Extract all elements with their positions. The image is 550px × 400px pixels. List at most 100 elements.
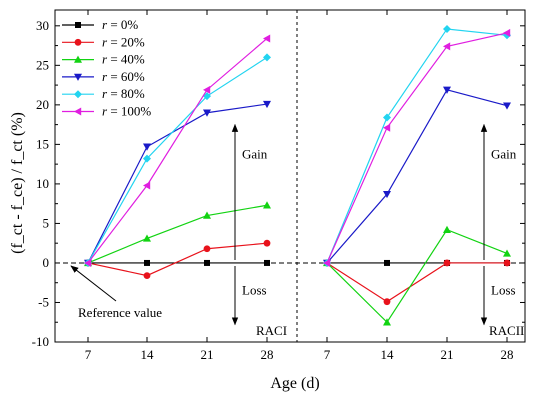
y-axis: -10 -5 0 5 10 15 20 25 30 (32, 18, 525, 349)
legend: r = 0% r = 20% r = 40% r = 60% r = 80% r = 10… (62, 17, 151, 119)
series-raci-60pct (84, 100, 271, 267)
data-point (263, 239, 271, 247)
y-tick-label: -5 (38, 294, 49, 309)
data-point (443, 259, 451, 267)
series-line (87, 38, 268, 264)
y-tick-label: 10 (36, 176, 49, 191)
data-point (264, 259, 270, 266)
data-point (443, 24, 451, 33)
x-tick-label: 21 (441, 347, 454, 362)
series-line (87, 204, 268, 264)
reference-arrow (70, 265, 117, 302)
annotation-loss: Loss (242, 283, 267, 298)
data-point (143, 154, 151, 163)
x-tick-label: 21 (201, 347, 214, 362)
data-point (383, 190, 391, 199)
series-raci-20pct (84, 239, 271, 279)
plot-border (54, 9, 526, 343)
series-racii-80pct (323, 24, 511, 267)
annotation-loss: Loss (491, 283, 516, 298)
legend-entry: r = 40% (62, 52, 145, 67)
legend-entry: r = 100% (62, 104, 151, 119)
y-tick-label: 20 (36, 97, 49, 112)
series-line (326, 229, 508, 324)
legend-entry: r = 20% (62, 34, 145, 49)
data-point (503, 102, 511, 110)
legend-marker (75, 22, 81, 28)
legend-label: r = 100% (102, 104, 151, 119)
data-point (263, 34, 271, 43)
series-raci-0pct (85, 259, 270, 266)
data-point (503, 28, 511, 37)
data-point (203, 85, 211, 94)
annotation-gain: Gain (491, 147, 517, 162)
legend-label: r = 80% (102, 86, 145, 101)
y-tick-label: 15 (36, 136, 49, 151)
data-point (323, 258, 331, 267)
series-racii-100pct (323, 28, 511, 267)
data-point (503, 259, 511, 267)
x-tick-label: 28 (261, 347, 274, 362)
series-raci-40pct (84, 201, 271, 267)
data-point (143, 181, 151, 190)
series-line (326, 262, 507, 303)
data-point (263, 53, 271, 62)
data-point (203, 245, 211, 253)
series-line (326, 32, 508, 264)
annotations: Gain Loss Gain Loss (70, 123, 517, 326)
data-point (203, 211, 211, 219)
data-point (143, 234, 151, 242)
series-racii-20pct (323, 259, 511, 306)
panel-label-racii: RACII (489, 323, 524, 338)
data-point (383, 123, 391, 132)
legend-marker (74, 38, 82, 46)
series-group (84, 24, 511, 326)
series-racii-60pct (323, 86, 511, 267)
data-point (443, 86, 451, 94)
data-point (84, 258, 92, 267)
legend-entry: r = 60% (62, 69, 145, 84)
y-axis-title: (f_ct - f_ce) / f_ct (%) (9, 112, 26, 254)
data-point (143, 272, 151, 279)
data-point (383, 298, 391, 306)
series-line (87, 242, 268, 277)
x-tick-label: 14 (141, 347, 155, 362)
legend-marker (74, 73, 82, 81)
legend-label: r = 40% (102, 52, 145, 67)
x-tick-label: 7 (324, 347, 331, 362)
data-point (204, 259, 210, 266)
data-point (203, 109, 211, 117)
y-tick-label: 30 (36, 18, 49, 33)
annotation-reference-value: Reference value (78, 305, 162, 320)
data-point (263, 100, 271, 109)
data-point (143, 143, 151, 151)
legend-label: r = 0% (102, 17, 138, 32)
data-point (383, 318, 391, 326)
series-line (87, 56, 268, 264)
series-line (87, 103, 268, 264)
y-tick-label: -10 (32, 334, 49, 349)
x-axis-title: Age (d) (270, 375, 319, 392)
legend-label: r = 20% (102, 34, 145, 49)
legend-marker (74, 55, 82, 63)
x-axis: 7 14 21 28 7 14 21 28 (85, 10, 514, 362)
data-point (384, 259, 390, 266)
series-line (326, 89, 508, 264)
data-point (263, 201, 271, 209)
data-point (443, 42, 451, 51)
plot-frame (54, 9, 526, 343)
legend-label: r = 60% (102, 69, 145, 84)
data-point (443, 225, 451, 233)
x-tick-label: 28 (501, 347, 514, 362)
legend-marker (74, 90, 82, 99)
series-line (326, 28, 508, 264)
data-point (203, 92, 211, 101)
legend-entry: r = 80% (62, 86, 145, 101)
data-point (503, 249, 511, 257)
data-point (383, 113, 391, 122)
series-racii-40pct (323, 225, 511, 326)
panel-label-raci: RACI (256, 323, 287, 338)
data-point (144, 259, 150, 266)
y-tick-label: 5 (43, 215, 50, 230)
